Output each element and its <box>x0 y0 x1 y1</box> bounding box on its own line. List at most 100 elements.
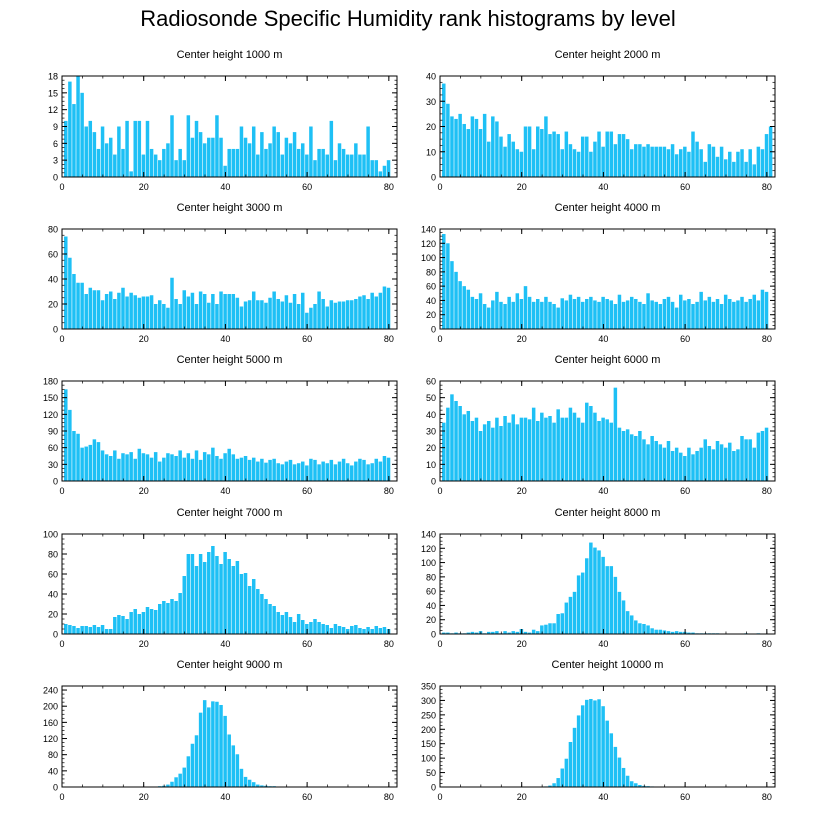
histogram-bar <box>719 304 724 329</box>
histogram-bar <box>231 745 236 787</box>
histogram-bar <box>523 417 528 481</box>
y-tick-label: 50 <box>426 393 436 403</box>
histogram-bar <box>100 126 105 177</box>
histogram-bar <box>162 148 166 177</box>
histogram-bar <box>691 632 695 634</box>
histogram-bar <box>309 307 313 329</box>
histogram-bar <box>625 429 630 481</box>
histogram-panel: Center height 10000 m0501001502002503003… <box>421 659 776 802</box>
histogram-bar <box>235 458 240 481</box>
histogram-bar <box>638 784 642 787</box>
histogram-bar <box>572 412 577 481</box>
x-tick-label: 40 <box>598 182 608 192</box>
histogram-bar <box>715 299 720 329</box>
histogram-bar <box>605 131 609 177</box>
histogram-bar <box>141 296 146 329</box>
histogram-bar <box>296 614 301 634</box>
histogram-bar <box>321 624 325 634</box>
histogram-bar <box>536 421 540 481</box>
y-tick-label: 240 <box>43 686 58 696</box>
histogram-bar <box>654 301 658 329</box>
histogram-bar <box>748 439 752 481</box>
histogram-bar <box>589 151 593 177</box>
x-tick-label: 0 <box>437 182 442 192</box>
histogram-bar <box>519 151 524 177</box>
histogram-bar <box>231 294 236 329</box>
histogram-bar <box>585 299 589 329</box>
histogram-bar <box>568 407 573 481</box>
histogram-bar <box>609 131 614 177</box>
x-tick-label: 80 <box>384 639 394 649</box>
histogram-bar <box>162 304 166 329</box>
histogram-bar <box>247 459 252 481</box>
histogram-bar <box>617 427 622 481</box>
histogram-bar <box>337 143 342 177</box>
x-tick-label: 40 <box>598 486 608 496</box>
x-tick-label: 60 <box>302 639 312 649</box>
histogram-bar <box>288 459 293 481</box>
histogram-bar <box>243 301 248 329</box>
y-tick-label: 30 <box>48 460 58 470</box>
histogram-bar <box>728 442 732 481</box>
histogram-bar <box>300 292 305 329</box>
histogram-bar <box>687 299 691 329</box>
y-tick-label: 140 <box>421 225 436 235</box>
histogram-bar <box>305 465 309 481</box>
histogram-bar <box>442 234 446 329</box>
histogram-bar <box>108 137 113 177</box>
histogram-bar <box>450 394 454 481</box>
histogram-bar <box>503 146 507 177</box>
histogram-bar <box>450 261 454 329</box>
y-tick-label: 12 <box>48 105 58 115</box>
histogram-bar <box>366 627 370 634</box>
histogram-bar <box>305 312 309 329</box>
histogram-bar <box>564 417 569 481</box>
histogram-bar <box>621 767 626 787</box>
histogram-bar <box>256 300 260 329</box>
histogram-bar <box>540 412 544 481</box>
y-tick-label: 10 <box>426 147 436 157</box>
histogram-bar <box>325 154 329 177</box>
y-tick-label: 120 <box>43 734 58 744</box>
histogram-bar <box>207 137 211 177</box>
histogram-bar <box>597 550 601 634</box>
histogram-bar <box>613 576 618 634</box>
histogram-bar <box>540 129 544 177</box>
y-tick-label: 120 <box>421 239 436 249</box>
histogram-bar <box>601 706 605 787</box>
histogram-bar <box>337 301 342 329</box>
histogram-bar <box>605 299 609 329</box>
histogram-bar <box>629 149 634 177</box>
histogram-bar <box>239 768 244 787</box>
histogram-bar <box>317 291 321 329</box>
histogram-bar <box>129 452 133 481</box>
histogram-bar <box>740 149 744 177</box>
y-tick-label: 40 <box>426 601 436 611</box>
histogram-bar <box>325 463 329 481</box>
histogram-bar <box>585 136 589 177</box>
histogram-bar <box>141 612 146 634</box>
histogram-bar <box>231 566 236 634</box>
histogram-bar <box>113 154 117 177</box>
histogram-bar <box>145 296 150 329</box>
histogram-bar <box>519 299 524 329</box>
histogram-bar <box>337 626 342 634</box>
histogram-bar <box>617 134 622 177</box>
histogram-bar <box>370 292 374 329</box>
y-tick-label: 0 <box>431 630 436 640</box>
histogram-bar <box>149 148 154 177</box>
histogram-bar <box>486 631 491 634</box>
histogram-bar <box>76 76 80 177</box>
histogram-bar <box>108 456 113 481</box>
histogram-bar <box>548 301 552 329</box>
histogram-bar <box>202 294 207 329</box>
histogram-bar <box>145 454 150 481</box>
histogram-bar <box>64 120 68 177</box>
histogram-bar <box>141 453 146 481</box>
histogram-bar <box>687 447 691 481</box>
y-tick-label: 30 <box>426 97 436 107</box>
y-tick-label: 20 <box>426 310 436 320</box>
histogram-bar <box>194 304 199 329</box>
histogram-bar <box>202 143 207 177</box>
histogram-bar <box>646 144 650 177</box>
